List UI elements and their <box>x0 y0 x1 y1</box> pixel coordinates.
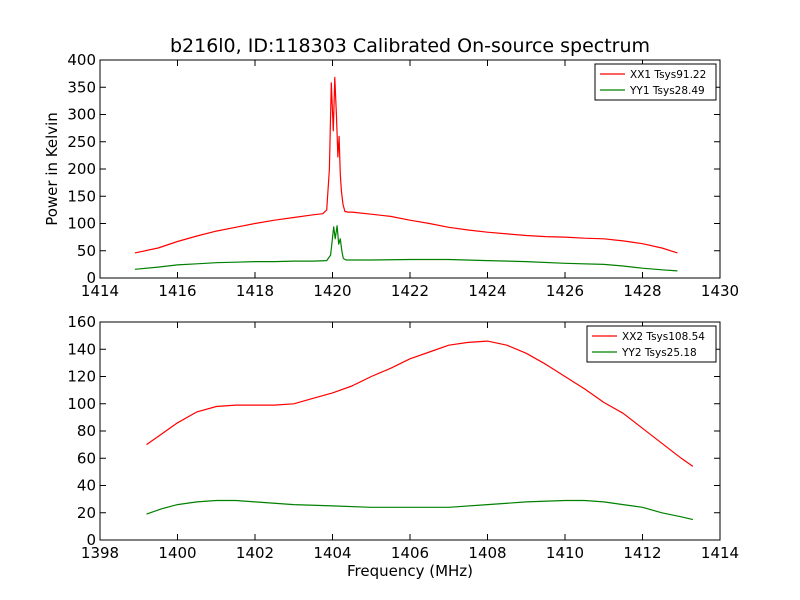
top-y-tick-label: 300 <box>67 106 96 124</box>
top-legend-label-1: XX1 Tsys91.22 <box>630 69 706 81</box>
top-x-tick-label: 1430 <box>701 282 739 300</box>
top-x-tick-label: 1428 <box>623 282 661 300</box>
bottom-x-tick-label: 1414 <box>701 544 739 562</box>
bottom-y-tick-label: 160 <box>67 313 96 331</box>
top-legend: XX1 Tsys91.22 YY1 Tsys28.49 <box>594 63 717 101</box>
top-x-tick-label: 1416 <box>158 282 196 300</box>
bottom-legend-label-1: XX2 Tsys108.54 <box>622 331 705 343</box>
top-y-tick-label: 400 <box>67 51 96 69</box>
bottom-x-tick-label: 1400 <box>158 544 196 562</box>
top-axis-ticks: 1414 1416 1418 1420 1422 1424 1426 1428 1430 0 50 1… <box>67 51 739 300</box>
top-x-tick-label: 1424 <box>468 282 506 300</box>
top-y-tick-label: 50 <box>77 242 96 260</box>
top-subplot: 1414 1416 1418 1420 1422 1424 1426 1428 1430 0 50 1… <box>43 51 739 300</box>
top-series-lines <box>134 76 678 272</box>
top-series-line-1 <box>134 76 678 254</box>
bottom-x-tick-label: 1404 <box>313 544 351 562</box>
bottom-y-tick-label: 140 <box>67 340 96 358</box>
bottom-y-tick-label: 80 <box>77 422 96 440</box>
top-x-tick-label: 1420 <box>313 282 351 300</box>
top-y-tick-label: 0 <box>86 269 96 287</box>
bottom-legend: XX2 Tsys108.54 YY2 Tsys25.18 <box>586 325 717 363</box>
bottom-series-line-2 <box>146 499 694 521</box>
bottom-y-tick-label: 20 <box>77 504 96 522</box>
top-y-tick-label: 250 <box>67 133 96 151</box>
bottom-series-lines <box>146 340 694 521</box>
bottom-x-tick-label: 1412 <box>623 544 661 562</box>
top-x-tick-label: 1414 <box>81 282 119 300</box>
top-legend-frame <box>594 63 717 101</box>
chart-title: b216l0, ID:118303 Calibrated On-source s… <box>170 35 650 57</box>
bottom-y-tick-label: 40 <box>77 477 96 495</box>
bottom-legend-label-2: YY2 Tsys25.18 <box>621 347 697 359</box>
bottom-axis-ticks: 1398 1400 1402 1404 1406 1408 1410 1412 1414 0 20 4… <box>67 313 739 562</box>
top-y-tick-label: 150 <box>67 187 96 205</box>
top-x-tick-label: 1422 <box>391 282 429 300</box>
top-series-line-2 <box>134 225 678 272</box>
top-x-tick-label: 1426 <box>546 282 584 300</box>
top-y-axis-label: Power in Kelvin <box>43 112 61 226</box>
top-x-tick-label: 1418 <box>236 282 274 300</box>
bottom-y-tick-label: 0 <box>86 531 96 549</box>
bottom-y-tick-label: 60 <box>77 449 96 467</box>
bottom-x-tick-label: 1408 <box>468 544 506 562</box>
top-y-tick-label: 100 <box>67 215 96 233</box>
bottom-y-tick-label: 100 <box>67 395 96 413</box>
bottom-subplot: 1398 1400 1402 1404 1406 1408 1410 1412 1414 0 20 4… <box>67 313 739 580</box>
bottom-y-tick-label: 120 <box>67 368 96 386</box>
bottom-x-tick-label: 1402 <box>236 544 274 562</box>
bottom-x-axis-label: Frequency (MHz) <box>347 562 473 580</box>
bottom-x-tick-label: 1398 <box>81 544 119 562</box>
bottom-legend-frame <box>586 325 717 363</box>
top-y-tick-label: 200 <box>67 160 96 178</box>
bottom-x-tick-label: 1406 <box>391 544 429 562</box>
bottom-x-tick-label: 1410 <box>546 544 584 562</box>
bottom-series-line-1 <box>146 340 694 467</box>
top-legend-label-2: YY1 Tsys28.49 <box>629 85 705 97</box>
top-y-tick-label: 350 <box>67 78 96 96</box>
